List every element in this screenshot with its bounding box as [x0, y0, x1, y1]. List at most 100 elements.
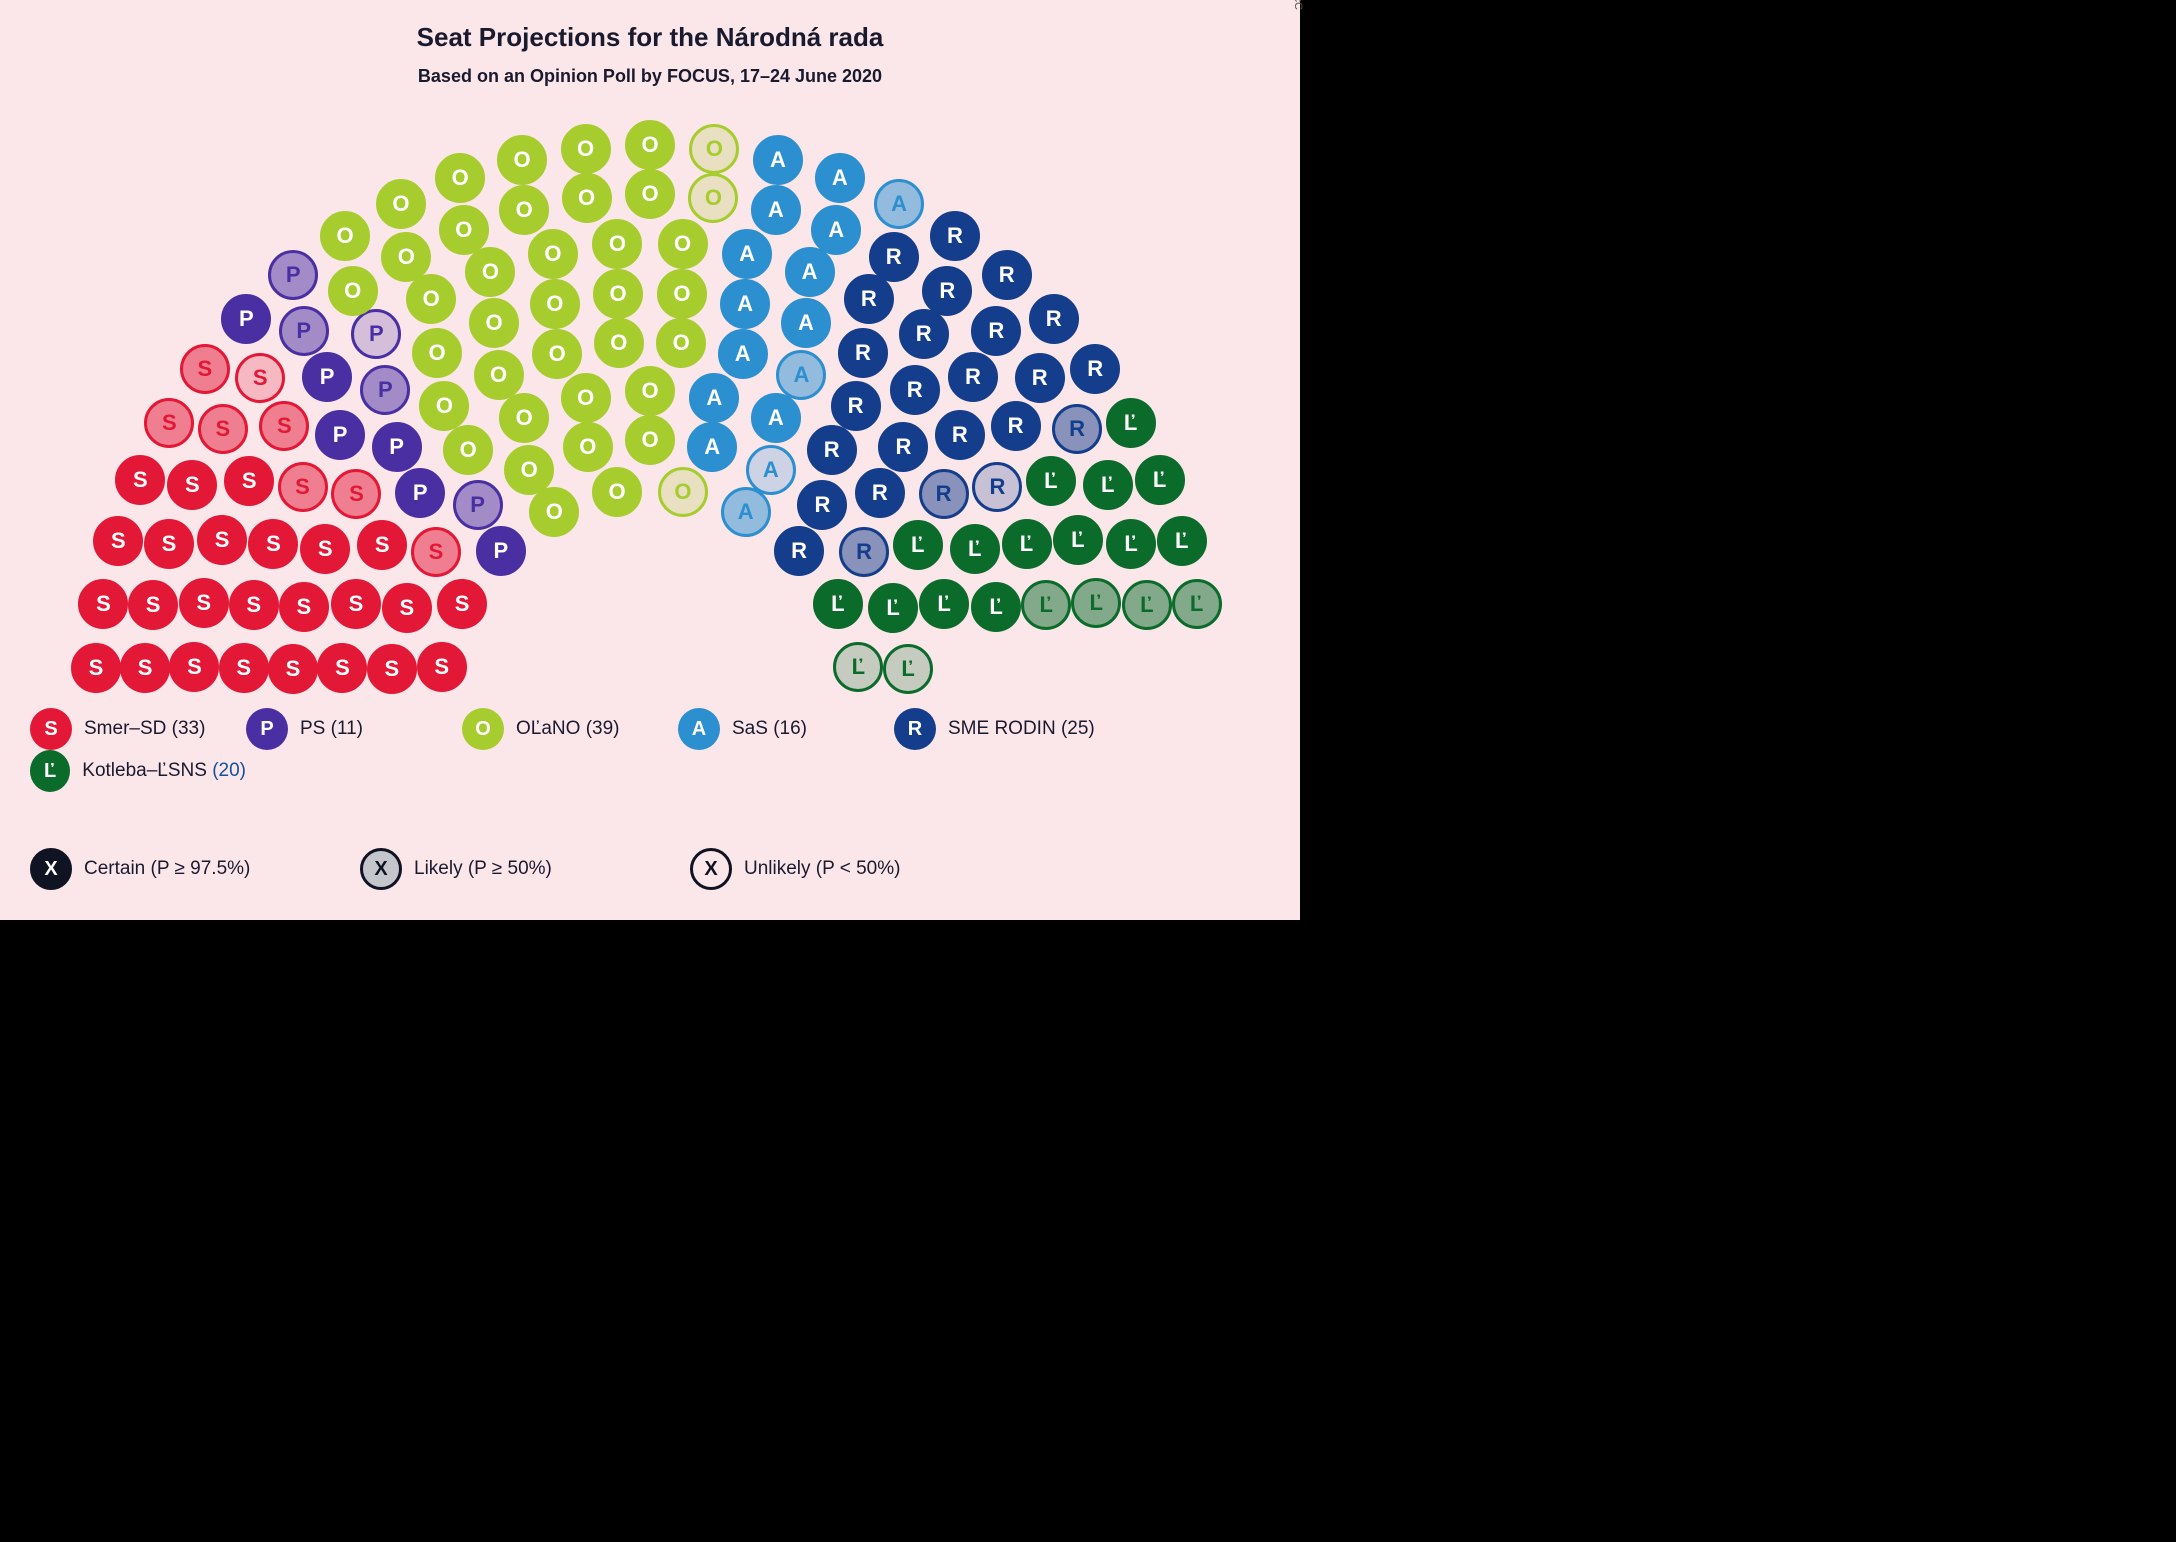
- seat: S: [417, 642, 467, 692]
- seat: O: [439, 205, 489, 255]
- seat: R: [971, 306, 1021, 356]
- legend-label: PS (11): [300, 718, 363, 740]
- seat: O: [320, 211, 370, 261]
- seat: S: [179, 578, 229, 628]
- seat: O: [658, 467, 708, 517]
- seat: R: [878, 422, 928, 472]
- certainty-swatch: X: [690, 848, 732, 890]
- seat: S: [279, 582, 329, 632]
- seat: A: [746, 445, 796, 495]
- seat: Ľ: [971, 582, 1021, 632]
- seat: Ľ: [1071, 578, 1121, 628]
- seat: Ľ: [1135, 455, 1185, 505]
- seat: R: [922, 266, 972, 316]
- legend-item: RSME RODIN (25): [894, 708, 1110, 750]
- seat: A: [720, 279, 770, 329]
- seat: P: [221, 294, 271, 344]
- seat: O: [625, 169, 675, 219]
- seat: S: [317, 643, 367, 693]
- legend-item: OOĽaNO (39): [462, 708, 678, 750]
- seat: S: [437, 579, 487, 629]
- legend-label: Smer–SD (33): [84, 718, 205, 740]
- seat: S: [229, 580, 279, 630]
- seat: O: [657, 269, 707, 319]
- seat: O: [625, 366, 675, 416]
- seat: R: [1029, 294, 1079, 344]
- legend-swatch: O: [462, 708, 504, 750]
- seat: O: [658, 219, 708, 269]
- seat: O: [594, 318, 644, 368]
- party-legend: SSmer–SD (33)PPS (11)OOĽaNO (39)ASaS (16…: [30, 708, 1270, 820]
- seat: R: [948, 352, 998, 402]
- seat: S: [144, 519, 194, 569]
- seat: O: [593, 269, 643, 319]
- seat: Ľ: [919, 579, 969, 629]
- seat: S: [357, 520, 407, 570]
- seat: O: [528, 229, 578, 279]
- certainty-label: Likely (P ≥ 50%): [414, 858, 552, 880]
- chart-canvas: Seat Projections for the Národná rada Ba…: [0, 0, 1300, 920]
- seat: A: [781, 298, 831, 348]
- seat: Ľ: [1172, 579, 1222, 629]
- seat: O: [656, 318, 706, 368]
- seat: R: [930, 211, 980, 261]
- seat: S: [235, 353, 285, 403]
- legend-item: S Smer–SD (33): [30, 708, 246, 750]
- seat: R: [844, 274, 894, 324]
- seat: Ľ: [950, 524, 1000, 574]
- certainty-legend: XCertain (P ≥ 97.5%)XLikely (P ≥ 50%)XUn…: [30, 848, 1270, 890]
- seat: S: [198, 404, 248, 454]
- seat: S: [300, 524, 350, 574]
- seat: O: [625, 120, 675, 170]
- seat: A: [687, 422, 737, 472]
- seat: S: [144, 398, 194, 448]
- legend-swatch: S: [30, 708, 72, 750]
- seat: S: [382, 583, 432, 633]
- seat: O: [376, 179, 426, 229]
- seat: R: [890, 365, 940, 415]
- seat: Ľ: [1083, 460, 1133, 510]
- seat: R: [855, 468, 905, 518]
- seat: R: [839, 527, 889, 577]
- seat: P: [315, 410, 365, 460]
- seat: S: [128, 580, 178, 630]
- seat: S: [180, 344, 230, 394]
- seat: P: [268, 250, 318, 300]
- legend-item: PPS (11): [246, 708, 462, 750]
- seat: P: [351, 309, 401, 359]
- seat: S: [120, 643, 170, 693]
- seat: R: [797, 480, 847, 530]
- seat: S: [268, 644, 318, 694]
- seat: Ľ: [1122, 580, 1172, 630]
- certainty-item: XLikely (P ≥ 50%): [360, 848, 690, 890]
- seat: O: [561, 373, 611, 423]
- seat: P: [360, 365, 410, 415]
- seat: S: [78, 579, 128, 629]
- seat: A: [718, 329, 768, 379]
- legend-label: SME RODIN (25): [948, 718, 1095, 740]
- seat: O: [689, 124, 739, 174]
- seat: A: [721, 487, 771, 537]
- seat: S: [115, 455, 165, 505]
- seat: S: [259, 401, 309, 451]
- seat: O: [465, 247, 515, 297]
- seat: A: [874, 179, 924, 229]
- certainty-label: Certain (P ≥ 97.5%): [84, 858, 250, 880]
- seat: O: [562, 173, 612, 223]
- certainty-item: XCertain (P ≥ 97.5%): [30, 848, 360, 890]
- seat: S: [93, 516, 143, 566]
- seat: Ľ: [883, 644, 933, 694]
- seat: S: [248, 519, 298, 569]
- seat: R: [972, 462, 1022, 512]
- legend-label: Kotleba–ĽSNS (20): [82, 760, 246, 782]
- seat: Ľ: [1002, 519, 1052, 569]
- seat: R: [838, 328, 888, 378]
- seat: O: [563, 422, 613, 472]
- seat: R: [774, 526, 824, 576]
- seat: S: [331, 469, 381, 519]
- seat: P: [395, 468, 445, 518]
- seat: S: [197, 515, 247, 565]
- seat: P: [302, 352, 352, 402]
- seat: Ľ: [1021, 580, 1071, 630]
- seat: P: [279, 306, 329, 356]
